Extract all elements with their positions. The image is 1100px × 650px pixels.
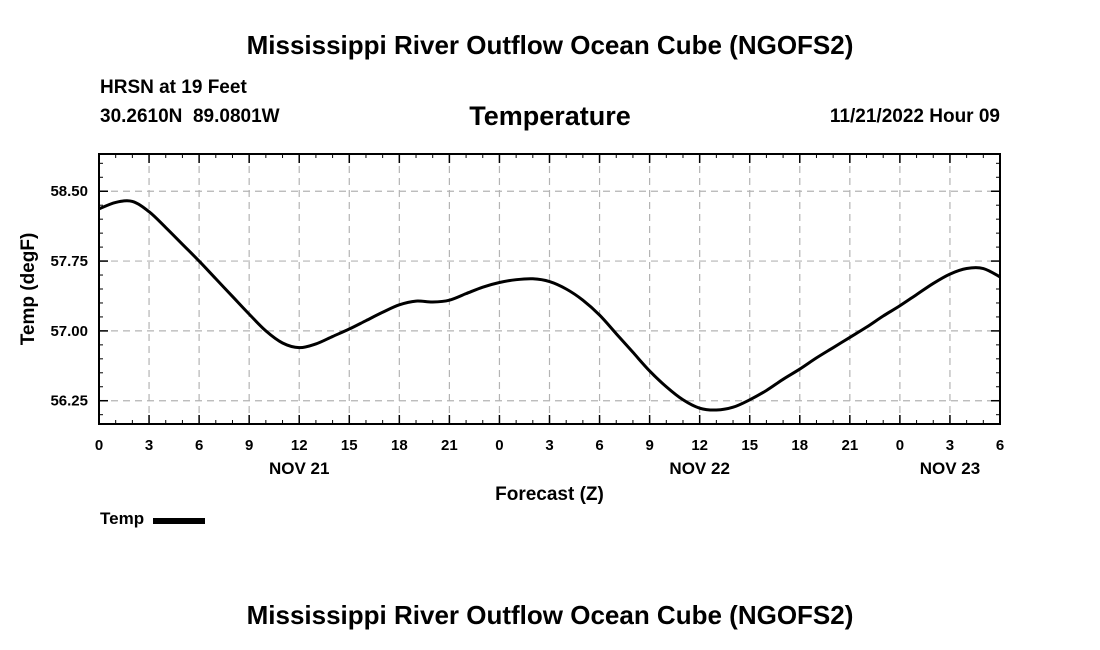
chart-grid [99, 154, 1000, 424]
x-tick-label: 3 [145, 437, 153, 454]
y-tick-label: 57.00 [50, 323, 88, 340]
forecast-datetime: 11/21/2022 Hour 09 [829, 106, 1000, 127]
chart-series [98, 199, 1001, 412]
x-tick-label: 3 [545, 437, 553, 454]
x-day-label: NOV 22 [669, 459, 729, 478]
y-tick-label: 56.25 [50, 393, 88, 410]
chart-tick-labels: 0 3 6 9 12 15 18 21 0 3 6 9 12 15 18 21 0 3 6 NOV 21 NOV 22 N… [50, 183, 1004, 478]
x-tick-label: 6 [595, 437, 603, 454]
x-day-label: NOV 21 [269, 459, 329, 478]
chart-legend: Temp [100, 508, 206, 530]
page-title: Mississippi River Outflow Ocean Cube (NG… [246, 30, 854, 60]
legend-label: Temp [100, 509, 145, 528]
chart-title: Temperature [469, 101, 631, 131]
y-axis-title: Temp (degF) [18, 233, 39, 346]
x-tick-label: 0 [495, 437, 503, 454]
x-tick-label: 18 [791, 437, 808, 454]
series-line-temp [98, 199, 1001, 412]
x-tick-label: 3 [946, 437, 954, 454]
x-tick-label: 12 [291, 437, 308, 454]
x-tick-label: 15 [341, 437, 358, 454]
x-day-label: NOV 23 [920, 459, 980, 478]
x-tick-label: 9 [245, 437, 253, 454]
x-tick-label: 15 [741, 437, 758, 454]
x-tick-label: 21 [441, 437, 458, 454]
plot-frame [98, 153, 1001, 425]
x-tick-label: 6 [996, 437, 1004, 454]
x-tick-label: 21 [841, 437, 858, 454]
station-label: HRSN at 19 Feet [100, 77, 247, 98]
y-tick-label: 58.50 [50, 183, 88, 200]
x-tick-label: 9 [645, 437, 653, 454]
x-tick-label: 6 [195, 437, 203, 454]
x-tick-label: 12 [691, 437, 708, 454]
x-tick-label: 18 [391, 437, 408, 454]
footer-title: Mississippi River Outflow Ocean Cube (NG… [246, 600, 854, 630]
y-tick-label: 57.75 [50, 253, 88, 270]
x-tick-label: 0 [896, 437, 904, 454]
x-axis-title: Forecast (Z) [495, 484, 604, 505]
legend-line-swatch [153, 517, 206, 524]
station-coordinates: 30.2610N 89.0801W [100, 106, 280, 127]
x-tick-label: 0 [95, 437, 103, 454]
